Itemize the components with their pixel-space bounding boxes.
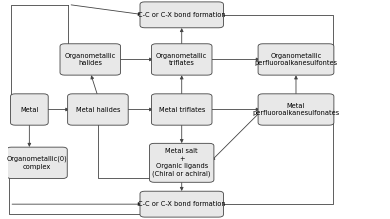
Text: Metal: Metal: [20, 106, 39, 113]
FancyBboxPatch shape: [258, 44, 334, 75]
FancyBboxPatch shape: [140, 191, 223, 217]
Text: Organometallic
perfluoroalkanesulfontes: Organometallic perfluoroalkanesulfontes: [254, 53, 338, 66]
FancyBboxPatch shape: [149, 143, 214, 182]
FancyBboxPatch shape: [11, 94, 48, 125]
Text: Organometallic
halides: Organometallic halides: [65, 53, 116, 66]
Text: Metal halides: Metal halides: [76, 106, 120, 113]
FancyBboxPatch shape: [140, 2, 223, 28]
Text: Organometallic(0)
complex: Organometallic(0) complex: [7, 156, 67, 170]
Text: Metal
perfluoroalkanesulfonates: Metal perfluoroalkanesulfonates: [252, 103, 340, 116]
FancyBboxPatch shape: [258, 94, 334, 125]
Text: Organometallic
triflates: Organometallic triflates: [156, 53, 207, 66]
FancyBboxPatch shape: [151, 44, 212, 75]
FancyBboxPatch shape: [67, 94, 128, 125]
FancyBboxPatch shape: [151, 94, 212, 125]
FancyBboxPatch shape: [7, 147, 67, 178]
Text: Metal salt
+
Organic ligands
(Chiral or achiral): Metal salt + Organic ligands (Chiral or …: [152, 148, 211, 177]
Text: C-C or C-X bond formation: C-C or C-X bond formation: [138, 12, 225, 18]
Text: C-C or C-X bond formation: C-C or C-X bond formation: [138, 201, 225, 207]
Text: Metal triflates: Metal triflates: [158, 106, 205, 113]
FancyBboxPatch shape: [60, 44, 121, 75]
